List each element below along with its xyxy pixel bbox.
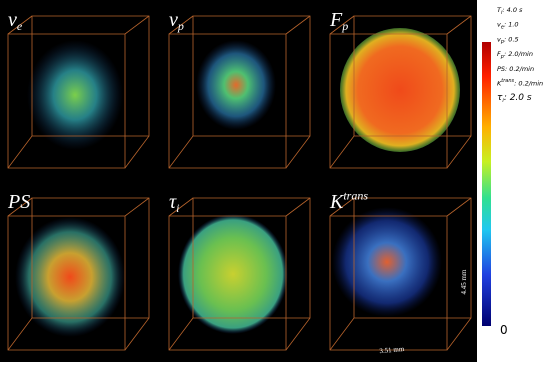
subscript: e bbox=[17, 19, 23, 33]
parameter-value: : 4.0 s bbox=[502, 6, 523, 14]
symbol-label: Ktrans bbox=[329, 189, 368, 213]
box-edge bbox=[446, 317, 472, 351]
panel: τi bbox=[168, 191, 311, 351]
panel: Fp bbox=[329, 9, 472, 169]
box-edge bbox=[329, 135, 355, 169]
superscript: trans bbox=[501, 78, 514, 84]
symbol: F bbox=[497, 50, 501, 58]
box-edge bbox=[7, 317, 33, 351]
subscript: i bbox=[501, 10, 503, 16]
subscript: i bbox=[502, 98, 504, 104]
panel: Ktrans bbox=[329, 189, 472, 351]
box-edge bbox=[285, 197, 311, 217]
symbol-label: vp bbox=[169, 9, 184, 33]
box-edge bbox=[7, 197, 33, 217]
symbol: PS bbox=[7, 191, 30, 213]
box-edge bbox=[7, 135, 33, 169]
superscript: trans bbox=[343, 189, 368, 203]
box-edge bbox=[446, 197, 472, 217]
box-edge bbox=[285, 317, 311, 351]
box-edge bbox=[124, 317, 150, 351]
volume-render bbox=[178, 214, 288, 334]
parameter-value: : 2.0/min bbox=[504, 50, 533, 58]
symbol-label: Fp: 2.0/min bbox=[497, 50, 533, 60]
parameter-value: : 0.5 bbox=[504, 35, 519, 43]
symbol: v bbox=[8, 9, 17, 31]
symbol-label: Ti: 4.0 s bbox=[497, 6, 523, 16]
box-edge bbox=[124, 135, 150, 169]
subscript: p bbox=[500, 54, 504, 60]
volume-render bbox=[196, 40, 276, 130]
height-label: 4.45 mm bbox=[460, 269, 468, 294]
symbol: K bbox=[329, 191, 345, 213]
symbol-label: vp: 0.5 bbox=[497, 35, 519, 45]
symbol: PS bbox=[497, 65, 505, 73]
box-edge bbox=[446, 15, 472, 35]
parameter-value: : 2.0 s bbox=[504, 93, 532, 103]
box-edge bbox=[446, 135, 472, 169]
colorbar bbox=[482, 42, 491, 326]
subscript: p bbox=[500, 39, 504, 45]
symbol: K bbox=[497, 80, 502, 88]
box-edge bbox=[329, 197, 355, 217]
symbol: v bbox=[497, 35, 501, 43]
box-edge bbox=[168, 135, 194, 169]
symbol-label: ve: 1.0 bbox=[497, 21, 519, 31]
subscript: p bbox=[341, 19, 348, 33]
volume-render bbox=[15, 217, 125, 337]
box-edge bbox=[124, 197, 150, 217]
parameter-value: : 0.2/min bbox=[505, 65, 534, 73]
box-edge bbox=[168, 15, 194, 35]
box-edge bbox=[329, 15, 355, 35]
symbol-label: PS: 0.2/min bbox=[497, 65, 534, 73]
symbol: T bbox=[497, 6, 502, 14]
parameter-value: : 1.0 bbox=[504, 21, 519, 29]
box-edge bbox=[168, 197, 194, 217]
symbol: τ bbox=[169, 191, 177, 213]
volume-render bbox=[27, 40, 123, 150]
box-edge bbox=[124, 15, 150, 35]
panel: ve bbox=[7, 9, 150, 169]
symbol: F bbox=[329, 9, 343, 31]
box-edge bbox=[329, 317, 355, 351]
volume-render bbox=[340, 28, 460, 152]
colorbar-min: 0 bbox=[500, 323, 508, 337]
volume-render bbox=[332, 207, 442, 317]
box-edge bbox=[285, 15, 311, 35]
symbol-label: ve bbox=[8, 9, 23, 33]
box-edge bbox=[7, 15, 33, 35]
symbol-label: Fp bbox=[329, 9, 348, 33]
panel: vp bbox=[168, 9, 311, 169]
subscript: i bbox=[176, 201, 179, 215]
symbol: τ bbox=[497, 93, 503, 103]
subscript: e bbox=[501, 24, 504, 30]
symbol: v bbox=[169, 9, 178, 31]
box-edge bbox=[285, 135, 311, 169]
box-edge bbox=[168, 317, 194, 351]
panel: PS bbox=[7, 191, 150, 351]
parameter-value: : 0.2/min bbox=[514, 80, 543, 88]
subscript: p bbox=[177, 19, 184, 33]
width-label: 3.51 mm bbox=[379, 345, 405, 355]
symbol-label: Ktrans: 0.2/min bbox=[497, 78, 543, 88]
symbol: v bbox=[497, 21, 501, 29]
symbol-label: τi: 2.0 s bbox=[497, 93, 532, 104]
symbol-label: τi bbox=[169, 191, 180, 215]
symbol-label: PS bbox=[7, 191, 30, 213]
